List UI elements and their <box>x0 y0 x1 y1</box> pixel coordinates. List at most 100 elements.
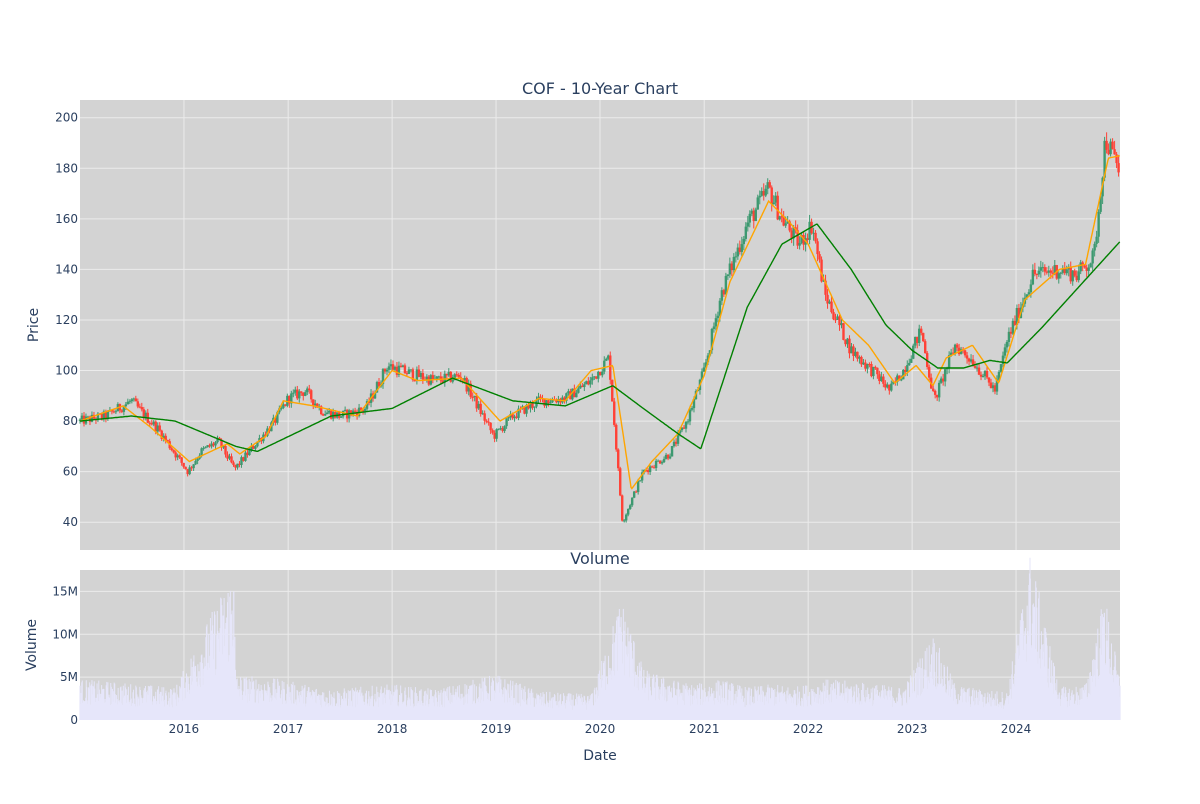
volume-bar <box>723 698 725 720</box>
volume-bar <box>533 706 535 720</box>
volume-bar <box>837 686 839 720</box>
volume-bar <box>179 686 181 720</box>
candle <box>848 335 851 359</box>
volume-bar <box>489 700 491 720</box>
volume-bar <box>475 704 477 720</box>
candle <box>886 382 889 389</box>
candle <box>638 479 642 482</box>
candle-body <box>973 366 977 368</box>
volume-bar <box>167 700 169 720</box>
volume-bar <box>338 692 340 720</box>
volume-bar <box>342 698 344 720</box>
candle <box>672 439 676 448</box>
volume-bar <box>737 685 739 720</box>
volume-bar <box>871 692 873 720</box>
candle-body <box>316 403 319 408</box>
volume-bar <box>1014 673 1016 720</box>
volume-bar <box>403 702 405 720</box>
volume-bar <box>106 687 108 720</box>
volume-bar <box>704 688 706 720</box>
volume-bar <box>622 663 624 720</box>
volume-bar <box>272 700 274 720</box>
candle <box>501 426 504 433</box>
candle-body <box>611 379 614 402</box>
volume-bar <box>577 696 579 720</box>
candle <box>387 362 391 374</box>
volume-bar <box>1052 662 1054 720</box>
candle-body <box>246 452 249 456</box>
candle-body <box>100 413 104 419</box>
volume-bar <box>780 691 782 720</box>
volume-bar <box>311 696 313 720</box>
volume-bar <box>183 677 185 720</box>
volume-bar <box>378 696 380 720</box>
volume-bar <box>182 671 184 720</box>
volume-bar <box>211 611 213 720</box>
volume-bar <box>525 700 527 720</box>
candle-body <box>341 410 345 417</box>
volume-bar <box>721 697 723 720</box>
volume-bar <box>764 696 766 720</box>
volume-bar <box>446 697 448 720</box>
volume-bar <box>125 702 127 720</box>
volume-bar <box>88 687 90 720</box>
candle <box>208 443 211 448</box>
candle <box>1069 261 1072 284</box>
volume-bar <box>395 689 397 720</box>
volume-bar <box>241 700 243 720</box>
volume-bar <box>81 682 83 720</box>
candle-body <box>802 235 805 245</box>
volume-bar <box>89 682 91 720</box>
volume-bar <box>908 682 910 720</box>
candle <box>567 388 570 396</box>
candle <box>746 215 749 232</box>
volume-bar <box>523 689 525 720</box>
candle-body <box>218 437 221 440</box>
volume-bar <box>266 690 268 720</box>
volume-bar <box>856 697 858 720</box>
volume-bar <box>544 704 546 720</box>
volume-bar <box>638 690 640 720</box>
volume-bar <box>811 691 813 720</box>
candle-body <box>190 467 193 469</box>
candle <box>619 466 622 497</box>
volume-bar <box>318 694 320 720</box>
candle <box>232 460 235 467</box>
candle-body <box>1105 140 1108 150</box>
candle <box>320 405 323 416</box>
volume-bar <box>481 699 483 720</box>
volume-bar <box>105 702 107 720</box>
candle-body <box>676 433 680 444</box>
volume-bar <box>950 689 952 720</box>
candle <box>774 192 777 206</box>
volume-bar <box>1043 627 1045 720</box>
volume-bar <box>757 686 759 720</box>
volume-bar <box>265 690 267 720</box>
volume-bar <box>379 697 381 720</box>
volume-bar <box>1035 581 1037 720</box>
candle-body <box>202 447 205 449</box>
volume-bar <box>210 640 212 720</box>
candle-body <box>192 464 195 469</box>
candle-body <box>471 396 474 398</box>
volume-bar <box>487 698 489 720</box>
candle <box>601 368 604 378</box>
volume-bar <box>713 704 715 720</box>
volume-bar <box>469 685 471 720</box>
volume-bar <box>823 703 825 720</box>
volume-bar <box>471 703 473 720</box>
volume-bar <box>502 696 504 720</box>
volume-bar <box>186 676 188 720</box>
volume-bar <box>379 692 381 720</box>
candle <box>668 453 672 460</box>
candle <box>204 446 207 449</box>
candle <box>838 314 841 331</box>
volume-bar <box>97 694 99 720</box>
candle-body <box>1039 267 1043 271</box>
volume-bar <box>257 688 259 720</box>
volume-bar <box>1075 686 1077 720</box>
volume-bar <box>802 685 804 720</box>
volume-bar <box>813 696 815 720</box>
volume-bar <box>899 688 901 720</box>
